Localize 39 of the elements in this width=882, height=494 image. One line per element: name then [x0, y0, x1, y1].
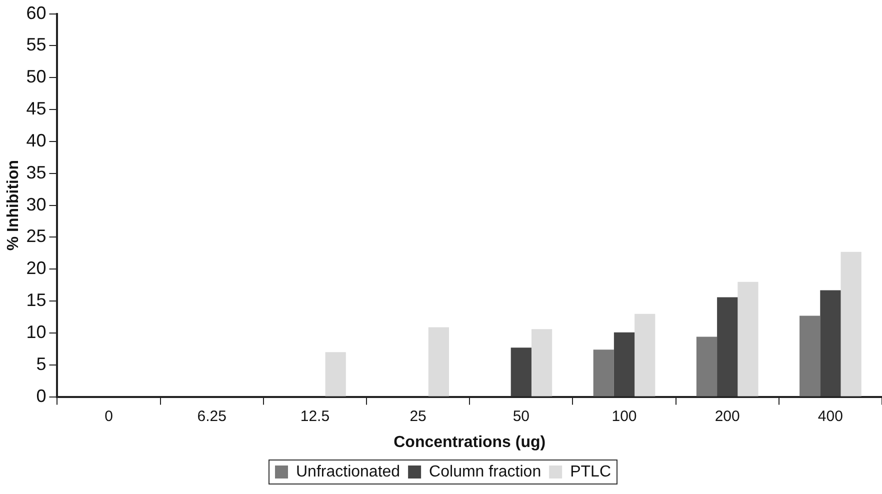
bar [717, 297, 738, 396]
x-tick-label: 50 [512, 408, 530, 425]
x-tick-label: 6.25 [197, 408, 226, 425]
bar [325, 352, 346, 396]
x-tick-label: 200 [714, 408, 740, 425]
legend-label: Unfractionated [296, 463, 400, 480]
bar [593, 350, 614, 396]
bar [738, 282, 758, 396]
x-tick-label: 12.5 [300, 408, 330, 425]
y-tick-label: 0 [36, 386, 46, 406]
y-tick-label: 10 [26, 322, 46, 342]
x-tick-label: 400 [818, 408, 843, 425]
y-tick-label: 20 [26, 258, 46, 278]
y-tick-label: 25 [26, 226, 46, 246]
x-tick-label: 0 [104, 408, 113, 425]
bar [634, 314, 656, 396]
y-tick-label: 5 [36, 354, 46, 374]
y-tick-label: 55 [26, 34, 46, 55]
bar [820, 290, 841, 396]
y-tick-label: 45 [26, 98, 46, 119]
bar [840, 252, 862, 396]
legend-label: Column fraction [429, 463, 542, 480]
y-tick-label: 35 [26, 162, 46, 182]
x-tick-label: 100 [612, 408, 637, 425]
y-tick-label: 15 [26, 290, 46, 310]
bar [510, 348, 532, 396]
bar [531, 329, 552, 396]
bar [696, 336, 718, 396]
legend-label: PTLC [570, 463, 612, 480]
bar [614, 332, 635, 396]
y-tick-label: 60 [26, 2, 46, 23]
x-tick-label: 25 [410, 408, 426, 425]
bar [428, 327, 449, 396]
y-axis-title: % Inhibition [5, 160, 22, 251]
bar [800, 316, 820, 396]
y-tick-label: 40 [26, 130, 46, 150]
y-tick-label: 30 [26, 194, 46, 214]
y-tick-label: 50 [26, 66, 46, 87]
x-axis-title: Concentrations (ug) [394, 434, 546, 451]
